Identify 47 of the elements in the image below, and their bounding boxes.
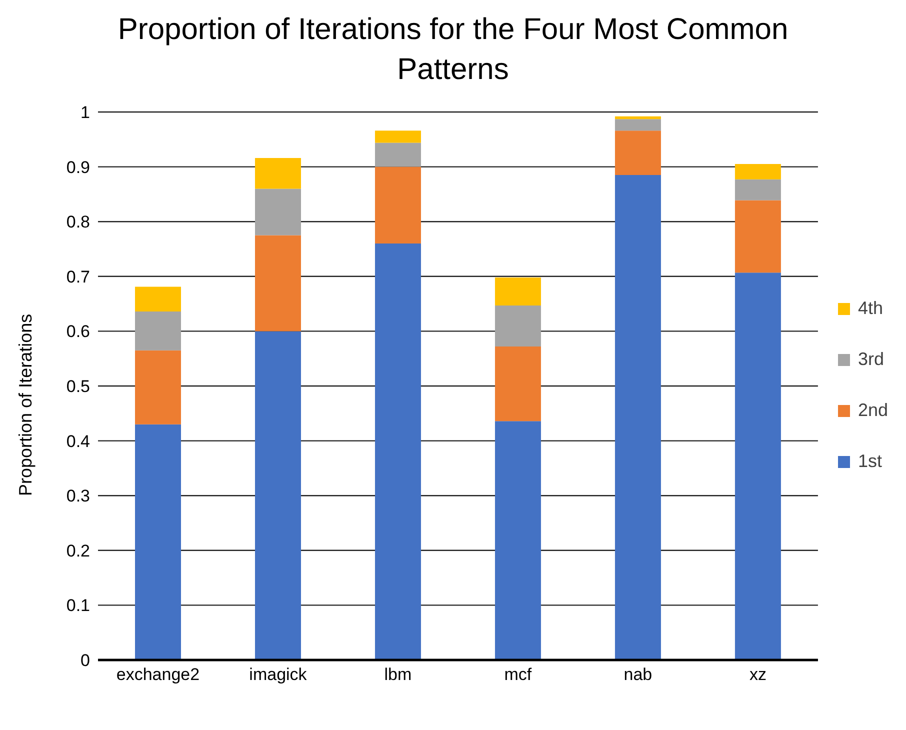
bar xyxy=(254,158,301,189)
chart-title: Proportion of Iterations for the Four Most Common Patterns xyxy=(116,12,790,88)
bar xyxy=(374,142,421,167)
y-tick-label: 0.8 xyxy=(66,212,90,232)
y-tick-label: 1 xyxy=(80,103,90,122)
bar xyxy=(614,116,661,120)
bar xyxy=(614,119,661,131)
x-tick-label: imagick xyxy=(249,665,308,684)
x-tick-label: exchange2 xyxy=(116,665,200,684)
y-tick-label: 0.9 xyxy=(66,158,90,177)
bar xyxy=(374,166,421,244)
y-tick-label: 0.1 xyxy=(66,596,90,616)
bar xyxy=(734,272,781,660)
x-tick-label: nab xyxy=(624,665,652,684)
bar xyxy=(254,331,301,660)
bar xyxy=(135,311,181,350)
legend-label: 1st xyxy=(858,451,882,472)
y-tick-label: 0.5 xyxy=(66,377,90,396)
bar xyxy=(135,286,181,312)
y-tick-label: 0 xyxy=(80,651,90,670)
x-tick-label: xz xyxy=(749,665,766,684)
bar xyxy=(494,421,541,660)
bar xyxy=(254,235,301,332)
y-tick-label: 0.4 xyxy=(66,432,90,451)
legend-label: 4th xyxy=(858,298,883,319)
bar xyxy=(494,305,541,347)
legend-label: 3rd xyxy=(858,349,884,370)
bar xyxy=(254,188,301,236)
bar xyxy=(374,130,421,143)
x-tick-label: mcf xyxy=(504,665,532,684)
bar xyxy=(135,424,181,660)
y-tick-label: 0.7 xyxy=(66,267,90,286)
bar xyxy=(734,164,781,180)
y-tick-label: 0.6 xyxy=(66,322,90,342)
bar xyxy=(494,346,541,422)
x-tick-label: lbm xyxy=(384,665,412,684)
y-tick-label: 0.3 xyxy=(66,486,90,506)
y-axis-title: Proportion of Iterations xyxy=(15,314,36,496)
bar xyxy=(614,175,661,660)
bar xyxy=(374,244,421,660)
y-tick-label: 0.2 xyxy=(66,541,90,560)
bar xyxy=(135,350,181,424)
bar xyxy=(614,130,661,176)
bar xyxy=(494,277,541,306)
bar xyxy=(734,179,781,200)
legend-label: 2nd xyxy=(858,400,888,421)
bar xyxy=(734,200,781,273)
